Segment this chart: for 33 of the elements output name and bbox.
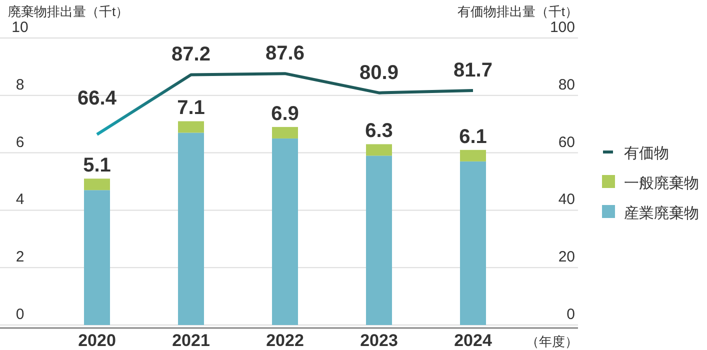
data-label: 66.4 (78, 87, 118, 110)
x-axis-title: （年度） (526, 334, 578, 349)
total-label: 7.1 (177, 97, 205, 120)
total-label: 6.3 (365, 120, 393, 142)
y-tick-label: 4 (16, 191, 24, 208)
y2-tick-label: 60 (558, 134, 575, 151)
total-label: 6.9 (271, 102, 299, 125)
data-label: 87.6 (266, 42, 304, 65)
y-axis-title: 廃棄物排出量（千t） (8, 4, 129, 19)
y2-tick-label: 20 (558, 248, 575, 266)
y2-axis-title: 有価物排出量（千t） (457, 4, 578, 19)
text: 有価物 (624, 145, 669, 162)
y2-tick-label: 0 (566, 306, 575, 323)
x-tick-label: 2024 (454, 331, 492, 350)
x-tick-label: 2023 (360, 331, 398, 350)
y-tick-label: 8 (16, 76, 24, 94)
total-label: 6.1 (459, 126, 487, 148)
y-tick-label: 0 (16, 306, 24, 323)
data-label: 80.9 (360, 62, 398, 84)
y-tick-label: 6 (16, 134, 24, 151)
legend-label: 一般廃棄物 (624, 175, 699, 192)
data-label: 81.7 (454, 60, 492, 82)
total-label: 5.1 (83, 154, 111, 177)
y2-tick-label: 40 (558, 191, 575, 208)
legend-label: 産業廃棄物 (624, 205, 699, 222)
y2-tick-label: 100 (550, 19, 575, 36)
x-tick-label: 2021 (172, 331, 210, 350)
y-tick-label: 10 (12, 19, 28, 36)
x-tick-label: 2020 (78, 331, 116, 350)
y2-tick-label: 80 (558, 76, 575, 94)
x-tick-label: 2022 (266, 331, 304, 350)
y-tick-label: 2 (16, 248, 24, 266)
data-label: 87.2 (172, 44, 210, 66)
